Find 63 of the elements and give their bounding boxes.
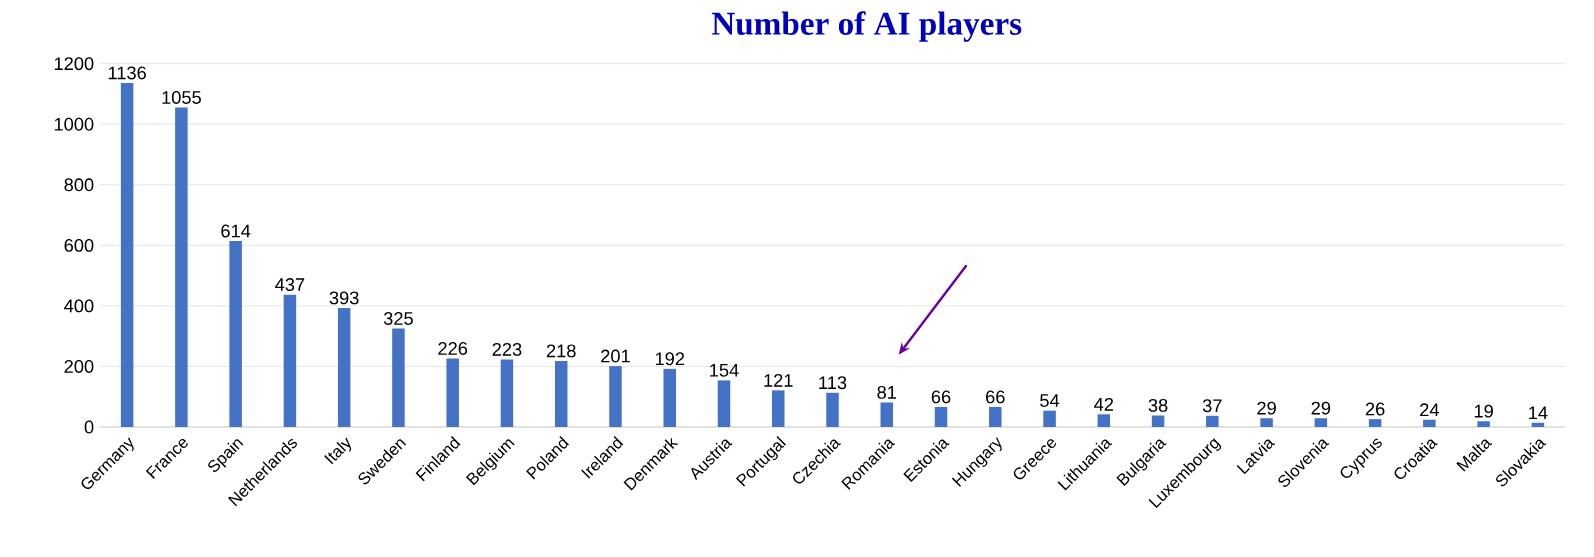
bar (989, 407, 1002, 427)
y-tick-label: 400 (64, 299, 94, 313)
data-label: 192 (655, 352, 685, 366)
data-label: 121 (764, 373, 793, 387)
data-label: 226 (438, 342, 468, 355)
bar (337, 308, 351, 427)
bar (175, 107, 188, 427)
data-label: 42 (1094, 397, 1114, 411)
bar (1314, 418, 1328, 427)
y-tick-label: 1200 (54, 57, 94, 71)
bar (663, 368, 676, 427)
bar (446, 358, 459, 427)
data-label: 437 (275, 278, 305, 292)
data-label: 113 (819, 376, 847, 390)
bar (283, 294, 297, 427)
bar (1477, 421, 1490, 427)
bar (500, 359, 514, 427)
data-label: 14 (1529, 406, 1548, 420)
bar (1206, 415, 1219, 427)
bar (392, 328, 405, 427)
data-label: 54 (1040, 394, 1060, 407)
data-label: 19 (1474, 404, 1493, 418)
bar (1531, 422, 1545, 427)
bar (772, 390, 785, 427)
data-label: 1136 (108, 66, 146, 80)
y-tick-label: 1000 (54, 117, 94, 131)
bar (1151, 415, 1165, 427)
data-label: 1055 (162, 91, 201, 104)
data-label: 24 (1420, 403, 1439, 417)
bar (609, 366, 622, 427)
bar (717, 380, 731, 427)
bar (554, 361, 568, 427)
y-tick-label: 600 (64, 238, 94, 252)
data-label: 201 (601, 349, 630, 363)
chart-title: Number of AI players (711, 11, 1022, 42)
x-tick-label: Italy (324, 437, 352, 465)
bar (934, 407, 948, 427)
data-label: 37 (1202, 399, 1222, 413)
data-label: 223 (492, 342, 522, 356)
bar (1423, 419, 1436, 427)
y-tick-label: 200 (64, 360, 94, 373)
data-label: 81 (877, 385, 897, 399)
data-label: 38 (1148, 398, 1168, 412)
data-label: 66 (986, 390, 1005, 404)
y-tick-label: 0 (84, 420, 94, 434)
bar (120, 83, 134, 427)
bar (1043, 410, 1056, 427)
bar (1260, 418, 1273, 427)
data-label: 393 (329, 291, 359, 305)
bar (229, 241, 242, 427)
data-label: 154 (710, 363, 739, 377)
data-label: 29 (1311, 401, 1331, 415)
bar (880, 402, 894, 427)
data-label: 325 (383, 312, 413, 325)
bar (826, 392, 839, 427)
data-label: 66 (931, 390, 951, 404)
bar (1097, 414, 1111, 427)
data-label: 614 (221, 224, 251, 238)
data-label: 26 (1365, 402, 1385, 416)
y-tick-label: 800 (64, 178, 94, 192)
data-label: 218 (546, 344, 576, 358)
data-label: 29 (1257, 401, 1276, 415)
bar (1368, 419, 1382, 427)
